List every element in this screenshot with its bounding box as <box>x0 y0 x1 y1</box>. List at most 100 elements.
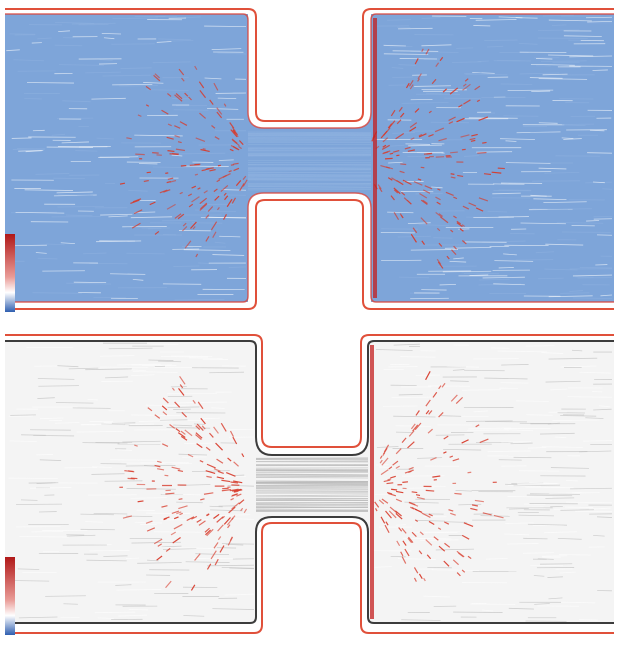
high-magnitude-mark <box>450 229 454 233</box>
streamline <box>493 283 525 286</box>
high-magnitude-mark <box>190 584 196 591</box>
streamline <box>533 575 545 577</box>
streamline <box>596 516 613 518</box>
high-magnitude-mark <box>205 235 210 242</box>
streamline <box>528 482 558 484</box>
high-magnitude-mark <box>194 553 201 561</box>
streamline <box>56 191 93 194</box>
streamline <box>587 20 613 23</box>
streamline <box>452 61 482 63</box>
streamline <box>247 177 372 179</box>
high-magnitude-mark <box>417 178 422 181</box>
streamline <box>8 244 47 247</box>
streamline <box>400 356 436 358</box>
high-magnitude-mark <box>410 233 417 243</box>
streamline <box>393 415 436 418</box>
streamline <box>146 89 189 91</box>
streamline <box>449 260 467 263</box>
streamline <box>156 41 172 43</box>
streamline <box>160 356 208 358</box>
streamline <box>398 558 436 560</box>
high-magnitude-mark <box>167 123 172 127</box>
streamline <box>138 420 173 422</box>
streamline <box>545 380 581 383</box>
streamline <box>498 267 514 269</box>
streamline <box>103 37 115 40</box>
streamline <box>473 410 488 413</box>
channel-wall-top <box>5 8 614 122</box>
high-magnitude-mark <box>205 529 212 536</box>
streamline <box>58 30 70 33</box>
streamline <box>210 509 243 512</box>
high-magnitude-mark <box>395 133 405 140</box>
streamline <box>572 274 613 277</box>
high-magnitude-mark <box>413 180 423 186</box>
streamline <box>463 155 479 157</box>
high-magnitude-mark <box>401 191 406 196</box>
streamline <box>593 534 605 537</box>
high-magnitude-mark <box>197 187 201 190</box>
high-magnitude-mark <box>464 78 469 82</box>
streamline <box>441 415 462 417</box>
high-magnitude-mark <box>174 134 180 138</box>
high-magnitude-mark <box>483 173 492 176</box>
streamline <box>533 198 567 201</box>
high-magnitude-mark <box>414 58 419 65</box>
high-magnitude-mark <box>205 470 216 475</box>
streamline <box>224 593 255 596</box>
streamline <box>505 140 517 142</box>
streamline <box>560 415 597 417</box>
streamline <box>86 559 127 562</box>
high-magnitude-mark <box>425 371 431 381</box>
high-magnitude-mark <box>463 99 471 105</box>
high-magnitude-mark <box>167 177 174 180</box>
high-magnitude-mark <box>418 573 423 580</box>
high-magnitude-mark <box>177 469 184 473</box>
streamline <box>558 554 591 556</box>
high-magnitude-mark <box>239 183 245 191</box>
streamline <box>565 501 613 504</box>
streamline <box>567 396 613 398</box>
high-magnitude-mark <box>195 432 203 439</box>
high-magnitude-mark <box>175 428 181 433</box>
high-magnitude-mark <box>388 120 396 129</box>
streamline <box>505 162 551 164</box>
streamline <box>544 171 580 174</box>
streamline <box>570 487 613 490</box>
streamline <box>542 73 568 76</box>
streamline <box>11 137 32 139</box>
high-magnitude-mark <box>436 227 441 232</box>
high-magnitude-mark <box>426 554 432 560</box>
high-magnitude-mark <box>145 85 152 91</box>
high-magnitude-mark <box>419 193 428 199</box>
streamline <box>532 208 568 210</box>
streamline <box>176 501 203 504</box>
high-magnitude-mark <box>178 505 188 510</box>
streamline <box>218 159 234 161</box>
high-magnitude-mark <box>388 466 393 470</box>
high-magnitude-mark <box>229 148 234 152</box>
high-magnitude-mark <box>209 99 214 105</box>
high-magnitude-mark <box>440 216 449 224</box>
high-magnitude-mark <box>145 520 153 524</box>
streamline <box>38 385 79 387</box>
high-magnitude-mark <box>406 199 412 205</box>
high-magnitude-mark <box>146 527 156 532</box>
streamline <box>255 458 369 460</box>
high-magnitude-mark <box>377 184 382 190</box>
streamline <box>552 419 600 422</box>
streamline <box>152 61 191 64</box>
high-magnitude-mark <box>461 569 466 573</box>
high-magnitude-mark <box>219 545 225 553</box>
high-magnitude-mark <box>443 435 449 440</box>
streamline <box>526 414 553 416</box>
high-magnitude-mark <box>460 134 470 138</box>
high-magnitude-mark <box>448 509 454 512</box>
high-magnitude-mark <box>131 222 141 229</box>
high-magnitude-mark <box>170 531 177 536</box>
high-magnitude-mark <box>412 227 418 234</box>
high-magnitude-mark <box>154 230 160 235</box>
high-magnitude-mark <box>461 240 467 245</box>
high-magnitude-mark <box>230 144 239 150</box>
high-magnitude-mark <box>394 510 402 517</box>
